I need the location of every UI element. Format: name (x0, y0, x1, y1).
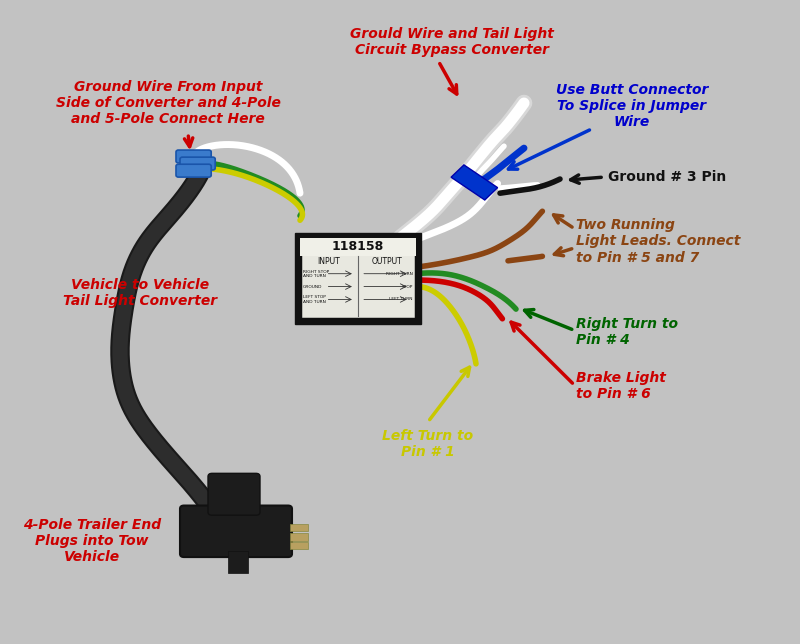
Text: Right Turn to
Pin # 4: Right Turn to Pin # 4 (576, 317, 678, 346)
FancyBboxPatch shape (180, 506, 292, 557)
Text: 4-Pole Trailer End
Plugs into Tow
Vehicle: 4-Pole Trailer End Plugs into Tow Vehicl… (23, 518, 161, 564)
Text: Ground # 3 Pin: Ground # 3 Pin (608, 170, 726, 184)
Bar (300, 238, 416, 256)
Bar (290, 542, 308, 549)
Bar (290, 524, 308, 531)
Text: LEFT TURN: LEFT TURN (390, 298, 413, 301)
Text: Ground Wire From Input
Side of Converter and 4-Pole
and 5-Pole Connect Here: Ground Wire From Input Side of Converter… (55, 80, 281, 126)
Bar (295, 233, 421, 324)
Text: STOP: STOP (402, 285, 413, 289)
Text: LEFT STOP
AND TURN: LEFT STOP AND TURN (303, 296, 326, 303)
Text: OUTPUT: OUTPUT (372, 257, 402, 266)
Text: Use Butt Connector
To Splice in Jumper
Wire: Use Butt Connector To Splice in Jumper W… (556, 83, 708, 129)
Text: Vehicle to Vehicle
Tail Light Converter: Vehicle to Vehicle Tail Light Converter (63, 278, 217, 308)
Text: Grould Wire and Tail Light
Circuit Bypass Converter: Grould Wire and Tail Light Circuit Bypas… (350, 27, 554, 57)
Bar (300, 238, 416, 319)
Text: Left Turn to
Pin # 1: Left Turn to Pin # 1 (382, 430, 474, 459)
Text: GROUND: GROUND (303, 285, 322, 289)
FancyBboxPatch shape (180, 157, 215, 170)
FancyBboxPatch shape (176, 164, 211, 177)
Bar (451, 165, 498, 200)
Text: Brake Light
to Pin # 6: Brake Light to Pin # 6 (576, 372, 666, 401)
FancyBboxPatch shape (208, 473, 260, 515)
Text: Two Running
Light Leads. Connect
to Pin # 5 and 7: Two Running Light Leads. Connect to Pin … (576, 218, 740, 265)
Text: INPUT: INPUT (318, 257, 340, 266)
FancyBboxPatch shape (176, 150, 211, 163)
Bar (290, 533, 308, 541)
Text: RIGHT STOP
AND TURN: RIGHT STOP AND TURN (303, 270, 330, 278)
Text: 118158: 118158 (332, 240, 384, 253)
Bar (228, 551, 248, 573)
Text: RIGHT TURN: RIGHT TURN (386, 272, 413, 276)
